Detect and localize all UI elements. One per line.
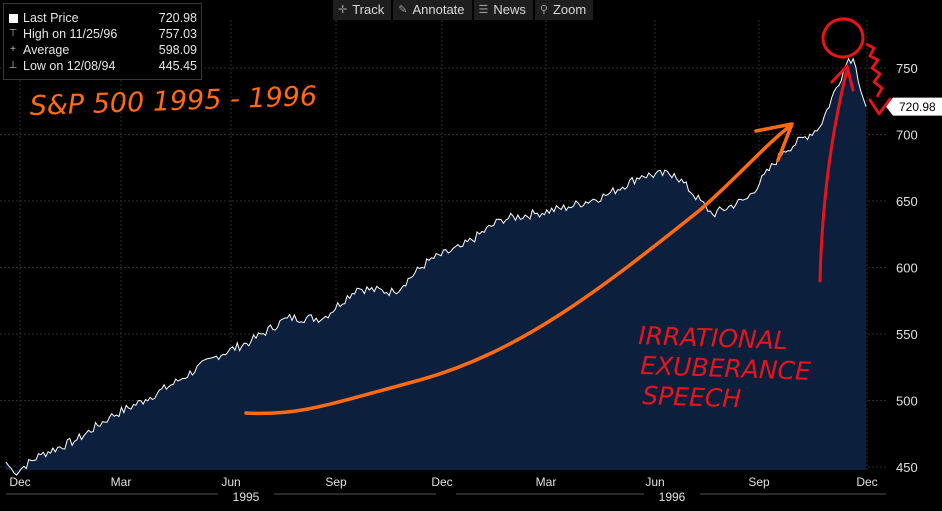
x-axis-year-labels: 1995 1996 bbox=[6, 490, 886, 504]
y-tick-label: 750 bbox=[896, 61, 918, 76]
x-tick-label: Jun bbox=[645, 475, 664, 489]
x-tick-label: Mar bbox=[111, 475, 132, 489]
red-arrow bbox=[818, 68, 849, 283]
news-label: News bbox=[493, 2, 526, 17]
handwritten-title: S&P 500 1995 - 1996 bbox=[29, 81, 317, 122]
last-price-tag: 720.98 bbox=[886, 97, 942, 116]
y-tick-label: 450 bbox=[896, 460, 918, 475]
legend-value: 598.09 bbox=[158, 43, 197, 57]
magnifier-icon: ⚲ bbox=[539, 4, 548, 16]
low-marker-icon: ⊥ bbox=[8, 60, 18, 71]
y-tick-label: 500 bbox=[896, 394, 918, 409]
legend-label: Average bbox=[23, 43, 70, 57]
orange-trend-arrow bbox=[244, 124, 792, 416]
x-tick-label: Jun bbox=[221, 475, 240, 489]
x-tick-label: Dec bbox=[9, 475, 30, 489]
handwritten-note-line: IRRATIONAL bbox=[638, 321, 788, 355]
orange-arrow-head bbox=[754, 122, 794, 162]
chart-toolbar: ✛ Track ✎ Annotate ☰ News ⚲ Zoom bbox=[333, 0, 594, 20]
track-button[interactable]: ✛ Track bbox=[333, 0, 392, 20]
x-year-label: 1995 bbox=[233, 490, 260, 504]
y-tick-label: 550 bbox=[896, 327, 918, 342]
legend-label: High on 11/25/96 bbox=[23, 27, 118, 41]
handwritten-note-line: SPEECH bbox=[642, 381, 742, 413]
legend-label: Low on 12/08/94 bbox=[23, 59, 116, 73]
track-label: Track bbox=[352, 2, 385, 17]
price-line bbox=[5, 57, 867, 476]
legend-label: Last Price bbox=[23, 11, 79, 25]
legend-row-last-price[interactable]: Last Price 720.98 bbox=[4, 10, 201, 26]
annotate-label: Annotate bbox=[412, 2, 465, 17]
high-marker-icon: ⊤ bbox=[8, 28, 18, 39]
average-marker-icon: + bbox=[10, 44, 16, 55]
y-tick-label: 700 bbox=[896, 128, 918, 143]
red-down-arrow-head bbox=[868, 97, 892, 116]
news-button[interactable]: ☰ News bbox=[473, 0, 533, 20]
crosshair-icon: ✛ bbox=[338, 4, 348, 16]
x-tick-label: Dec bbox=[856, 475, 877, 489]
zoom-button[interactable]: ⚲ Zoom bbox=[534, 0, 594, 20]
legend-value: 445.45 bbox=[158, 59, 197, 73]
red-squiggle bbox=[865, 42, 884, 98]
legend-row-high[interactable]: ⊤ High on 11/25/96 757.03 bbox=[4, 26, 201, 42]
x-tick-label: Sep bbox=[325, 475, 347, 489]
legend-value: 720.98 bbox=[158, 11, 197, 25]
legend-row-average[interactable]: + Average 598.09 bbox=[4, 42, 201, 58]
y-axis-tick-labels: 450 500 550 600 650 700 750 bbox=[896, 61, 918, 475]
handwritten-note-line: EXUBERANCE bbox=[640, 351, 812, 386]
x-tick-label: Sep bbox=[748, 475, 770, 489]
y-tick-label: 600 bbox=[896, 261, 918, 276]
annotate-button[interactable]: ✎ Annotate bbox=[393, 0, 472, 20]
x-tick-label: Mar bbox=[536, 475, 557, 489]
white-square-icon bbox=[9, 14, 18, 23]
x-year-label: 1996 bbox=[659, 490, 686, 504]
pencil-icon: ✎ bbox=[398, 4, 408, 16]
last-price-tag-box bbox=[886, 97, 942, 116]
price-area-fill bbox=[6, 58, 866, 475]
zoom-label: Zoom bbox=[552, 2, 587, 17]
last-price-tag-value: 720.98 bbox=[899, 100, 936, 114]
news-icon: ☰ bbox=[478, 4, 489, 16]
red-arrow-head bbox=[830, 64, 855, 92]
x-tick-label: Dec bbox=[431, 475, 452, 489]
x-axis-tick-labels: Dec Mar Jun Sep Dec Mar Jun Sep Dec bbox=[9, 475, 877, 489]
legend-row-low[interactable]: ⊥ Low on 12/08/94 445.45 bbox=[4, 58, 201, 74]
legend-value: 757.03 bbox=[158, 27, 197, 41]
red-peak-circle bbox=[821, 17, 865, 59]
price-legend: Last Price 720.98 ⊤ High on 11/25/96 757… bbox=[3, 3, 202, 80]
y-tick-label: 650 bbox=[896, 194, 918, 209]
